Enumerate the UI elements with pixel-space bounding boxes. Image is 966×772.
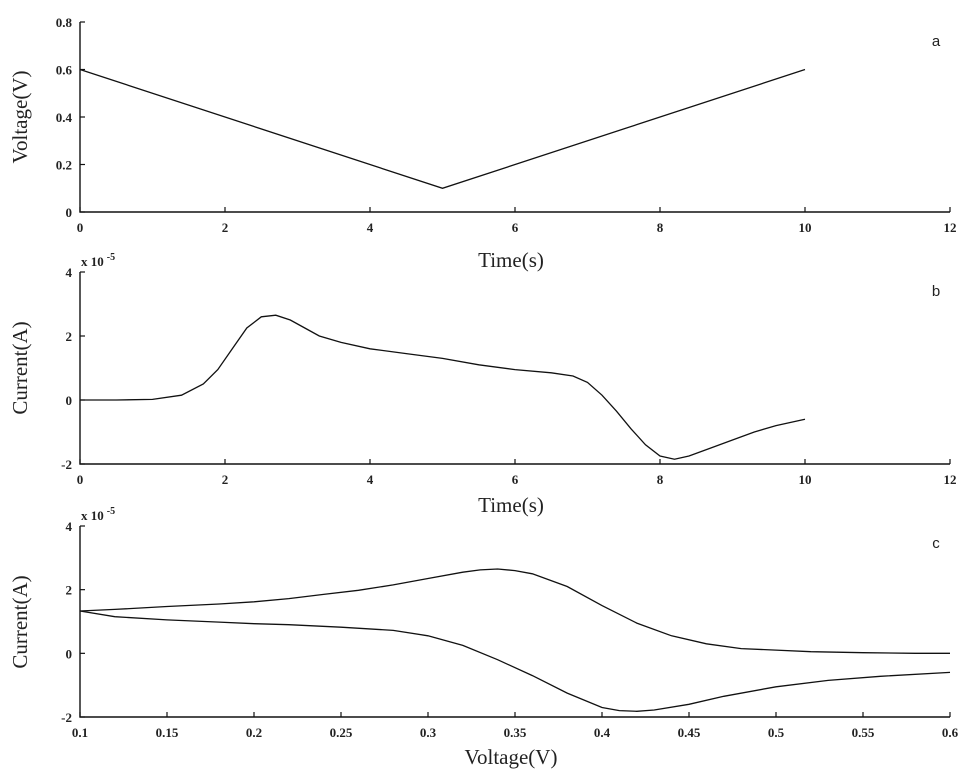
series-line-1 <box>80 314 806 460</box>
y-exponent-label: x 10 -5 <box>81 506 115 523</box>
y-axis-title: Current(A) <box>8 321 32 414</box>
y-tick-label: 2 <box>66 329 73 344</box>
x-tick-label: 4 <box>367 472 374 487</box>
x-axis-title: Time(s) <box>478 493 544 517</box>
x-axis-title: Time(s) <box>478 248 544 272</box>
x-tick-label: 10 <box>799 220 812 235</box>
x-tick-label: 0.3 <box>420 725 437 740</box>
y-axis-title: Voltage(V) <box>8 71 32 164</box>
y-tick-label: -2 <box>61 710 72 725</box>
x-tick-label: 10 <box>799 472 812 487</box>
axis-lines <box>79 272 950 465</box>
x-tick-label: 4 <box>367 220 374 235</box>
x-tick-label: 0.1 <box>72 725 88 740</box>
axis-lines <box>79 22 950 213</box>
panel-c: 0.1 0.15 0.2 0.25 0.3 0.35 0.4 0.45 0.5 0.55 0.6 -2… <box>8 506 959 769</box>
series-line-1 <box>79 68 806 189</box>
y-exponent-label: x 10 -5 <box>81 252 115 269</box>
x-tick-label: 0.6 <box>942 725 959 740</box>
panel-letter: a <box>932 33 941 50</box>
y-tick-label: 2 <box>66 583 73 598</box>
x-tick-label: 0.15 <box>156 725 179 740</box>
x-tick-label: 12 <box>944 472 957 487</box>
y-tick-label: -2 <box>61 457 72 472</box>
x-tick-label: 6 <box>512 472 519 487</box>
panel-b: 0 2 4 6 8 10 12 -2 0 2 4 x 10 -5 b Time(s) Current(A) <box>8 252 957 517</box>
y-tick-label: 0 <box>66 205 73 220</box>
y-tick-label: 0 <box>66 646 73 661</box>
x-tick-label: 0 <box>77 220 84 235</box>
y-tick-label: 0.6 <box>56 63 73 78</box>
y-tick-label: 0.8 <box>56 15 73 30</box>
x-tick-label: 0 <box>77 472 84 487</box>
x-tick-label: 0.5 <box>768 725 785 740</box>
y-tick-label: 0.2 <box>56 158 72 173</box>
y-tick-label: 4 <box>66 265 73 280</box>
x-tick-label: 6 <box>512 220 519 235</box>
x-tick-label: 0.55 <box>852 725 875 740</box>
x-tick-label: 12 <box>944 220 957 235</box>
x-tick-label: 0.35 <box>504 725 527 740</box>
x-tick-label: 2 <box>222 220 229 235</box>
series-line-1 <box>79 568 950 654</box>
y-tick-label: 0.4 <box>56 110 73 125</box>
x-tick-label: 8 <box>657 472 664 487</box>
x-axis-title: Voltage(V) <box>465 745 558 769</box>
x-tick-label: 0.45 <box>678 725 701 740</box>
series-line-2 <box>79 610 951 712</box>
x-tick-label: 2 <box>222 472 229 487</box>
panel-letter: b <box>932 283 940 300</box>
y-tick-label: 4 <box>66 519 73 534</box>
x-tick-label: 0.4 <box>594 725 611 740</box>
x-tick-label: 0.2 <box>246 725 262 740</box>
y-axis-title: Current(A) <box>8 575 32 668</box>
x-tick-label: 8 <box>657 220 664 235</box>
panel-a: 0 2 4 6 8 10 12 0 0.2 0.4 0.6 0.8 a Time(s) Voltage(V) <box>8 15 957 272</box>
x-tick-label: 0.25 <box>330 725 353 740</box>
y-tick-label: 0 <box>66 393 73 408</box>
panel-letter: c <box>932 535 940 552</box>
